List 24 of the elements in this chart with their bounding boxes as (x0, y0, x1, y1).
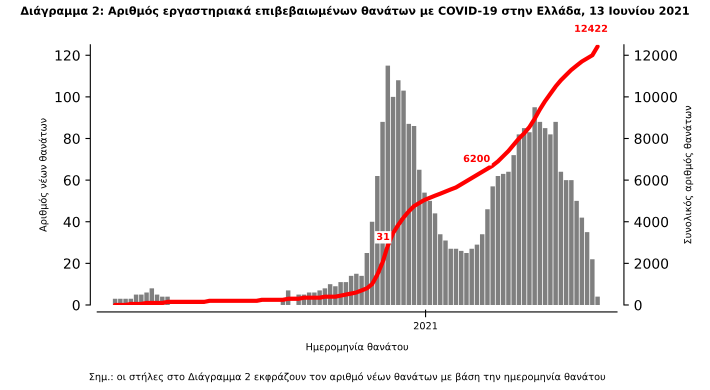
y2-tick-label: 6000 (634, 175, 668, 186)
y2-tick-label: 0 (634, 300, 642, 310)
y-tick-label: 0 (72, 300, 80, 310)
y2-tick-label: 8000 (634, 133, 668, 144)
text: 12422 (575, 24, 608, 32)
y-tick-label: 60 (64, 175, 80, 186)
y2-tick-label: 10000 (635, 92, 677, 102)
text: 2021 (414, 322, 438, 330)
y-tick-label: 120 (56, 50, 80, 61)
annotation: 6200 (464, 154, 490, 162)
y-tick-label: 20 (64, 258, 80, 269)
annotation: 31 (377, 232, 390, 240)
line-series (113, 44, 600, 305)
y-axis-title: Αριθμός νέων θανάτων (38, 118, 49, 232)
y2-tick-label: 2000 (634, 258, 668, 269)
text: Σημ.: οι στήλες στο Διάγραμμα 2 εκφράζουν τον αριθμό νέων θανάτων με βάση την ημερομηνία θανάτου (90, 372, 606, 382)
chart-title: Διάγραμμα 2: Αριθμός εργαστηριακά επιβεβαιωμένων θανάτων με COVID-19 στην Ελλάδα, 13 Ιουνίου 2021 (20, 6, 689, 18)
y-tick-label: 100 (56, 92, 80, 102)
y2-tick-label: 4000 (634, 216, 668, 228)
y-tick-label: 40 (64, 216, 80, 228)
y2-tick-label: 12000 (635, 50, 677, 61)
y-tick-label: 80 (64, 133, 80, 144)
y2-axis-title: Συνολικός αριθμός θανάτων (683, 106, 694, 244)
x-axis-title: Ημερομηνία θανάτου (306, 342, 408, 352)
